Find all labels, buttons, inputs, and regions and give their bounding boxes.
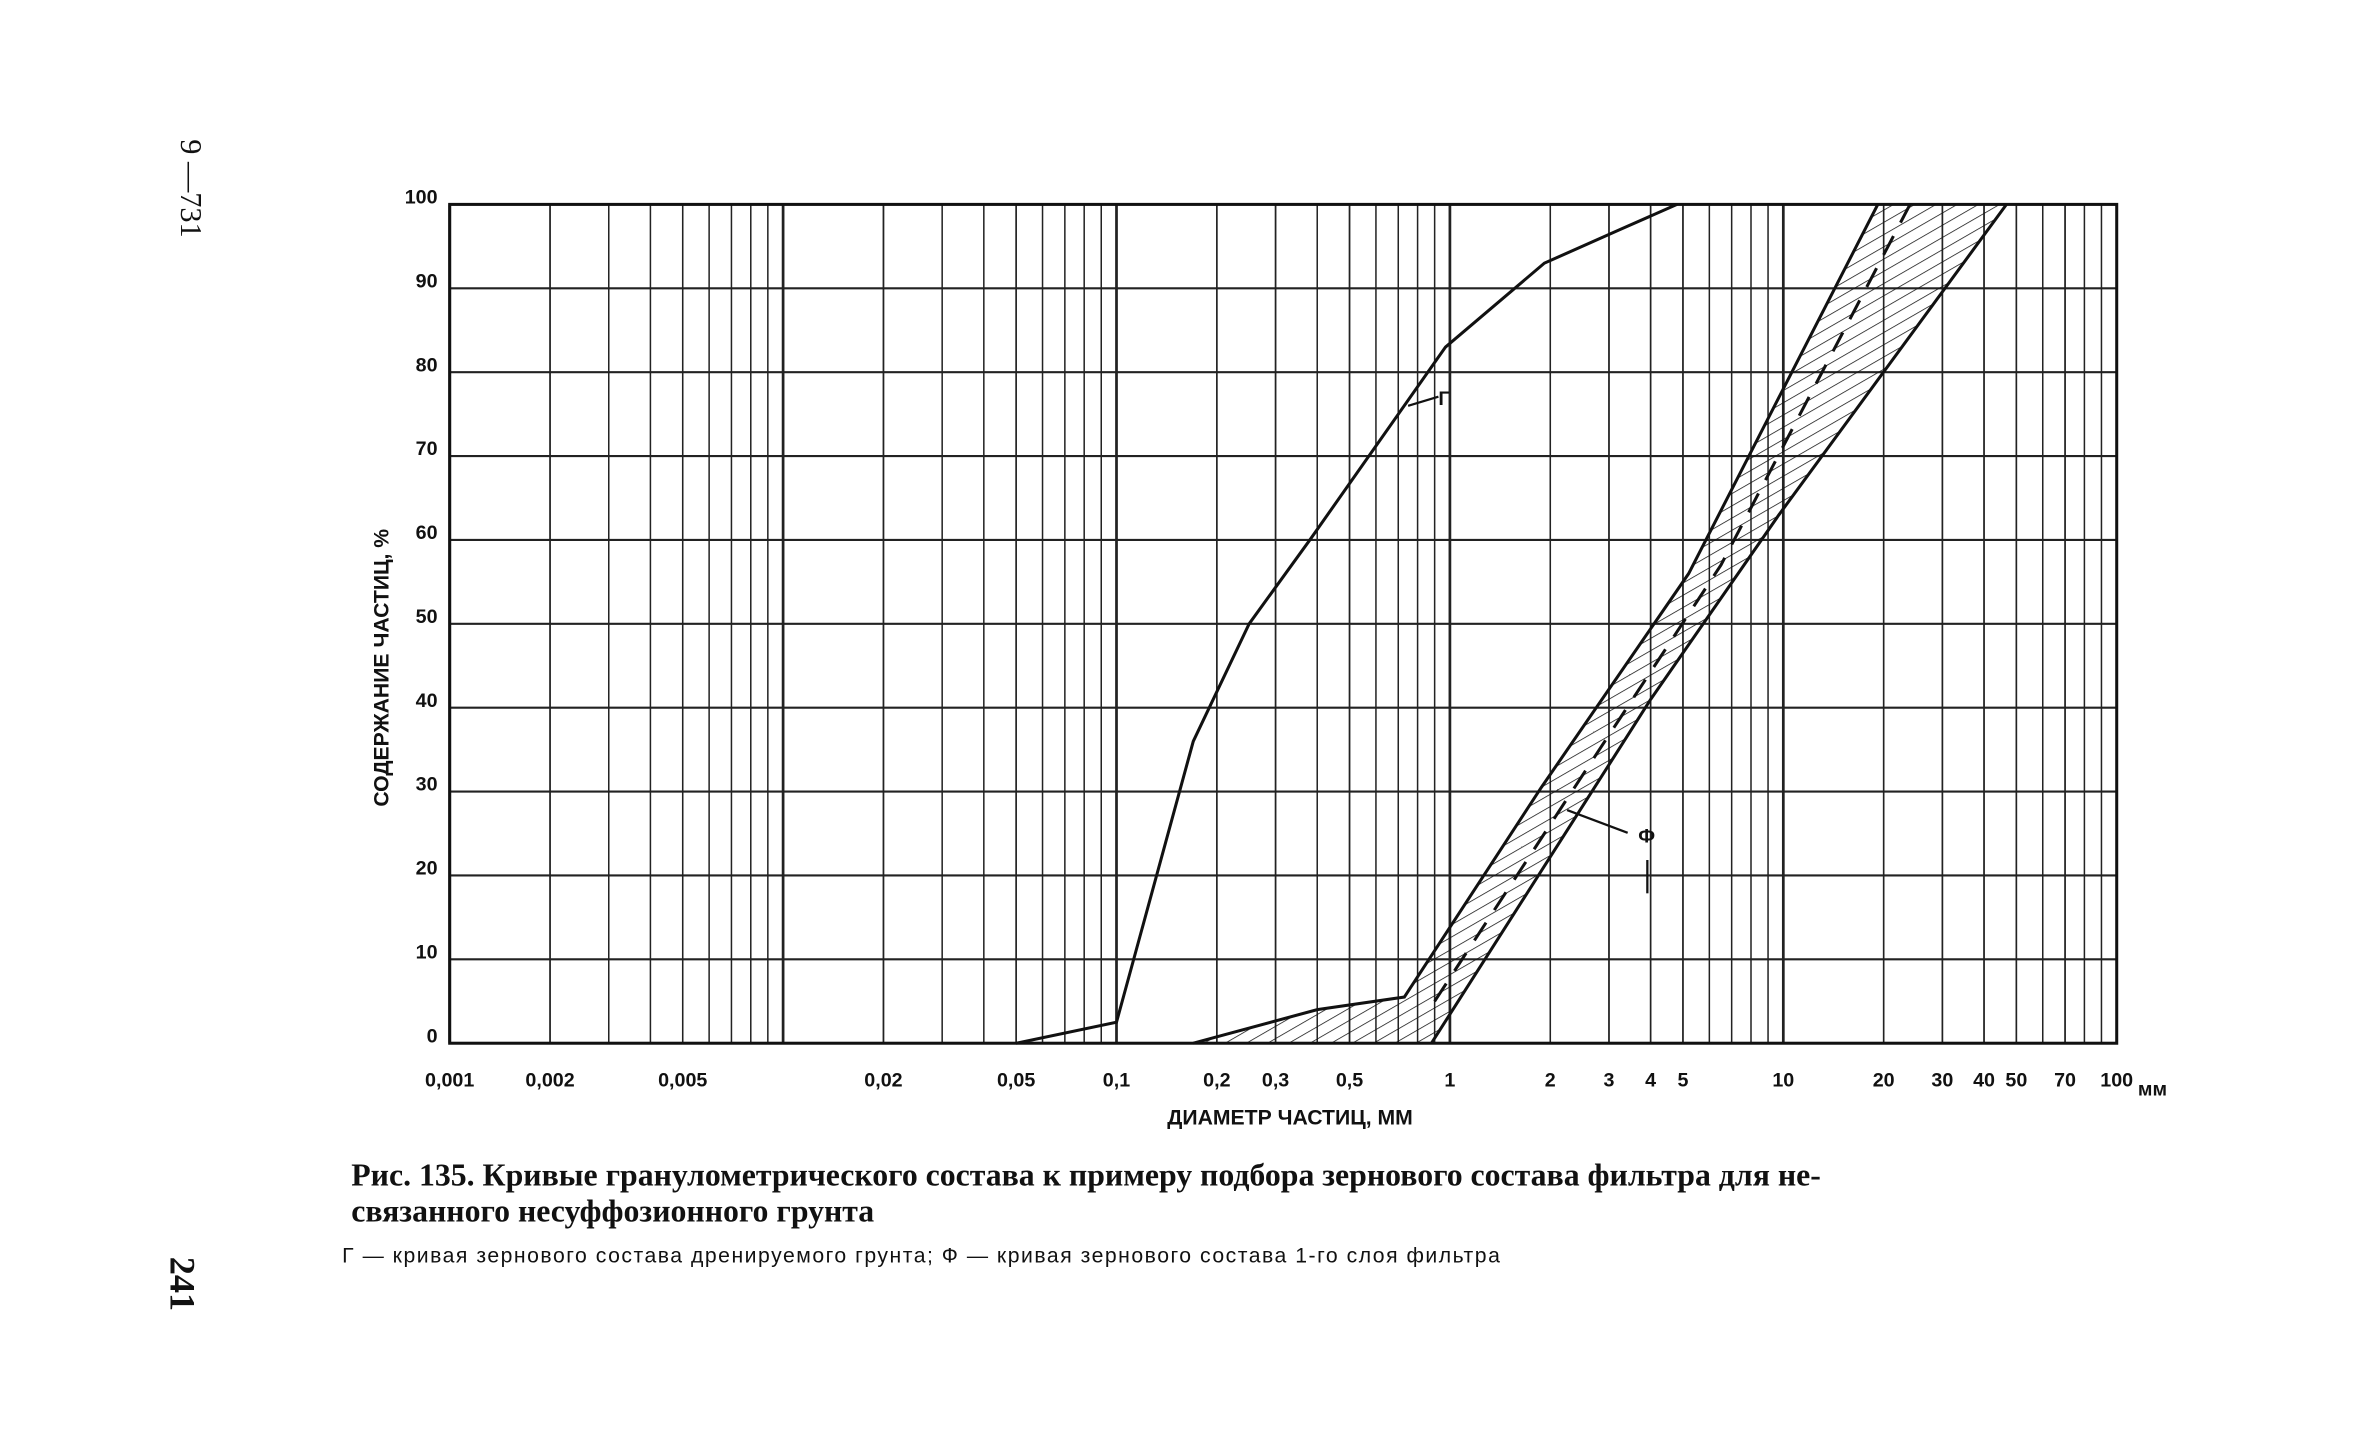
series-label: Ф <box>1638 826 1655 848</box>
x-tick-label: 0,2 <box>1203 1069 1230 1091</box>
band-middle <box>1433 203 1912 1003</box>
y-tick-label: 70 <box>416 438 438 460</box>
x-tick-label: 0,005 <box>658 1069 707 1091</box>
caption-line: связанного несуффозионного грунта <box>351 1194 874 1229</box>
band-fill <box>1193 204 2007 1044</box>
band-upper <box>1192 203 1880 1045</box>
side-label: 9 —731 <box>174 139 208 237</box>
x-tick-label: 5 <box>1677 1069 1688 1091</box>
band-lower <box>1430 203 2008 1045</box>
series-label: Г <box>1438 388 1449 410</box>
x-axis-label: ДИАМЕТР ЧАСТИЦ, ММ <box>1167 1107 1413 1130</box>
y-tick-label: 40 <box>416 690 438 712</box>
x-tick-label: 4 <box>1645 1069 1656 1091</box>
y-tick-label: 100 <box>405 187 438 209</box>
y-tick-label: 30 <box>416 774 438 796</box>
x-tick-label: 50 <box>2005 1069 2027 1091</box>
x-tick-label: 10 <box>1772 1069 1794 1091</box>
x-tick-label: 40 <box>1973 1069 1995 1091</box>
x-tick-label: 30 <box>1931 1069 1953 1091</box>
x-tick-label: 3 <box>1604 1069 1615 1091</box>
page-number: 241 <box>162 1257 202 1312</box>
y-tick-label: 60 <box>416 522 438 544</box>
y-tick-label: 50 <box>416 606 438 628</box>
x-tick-label: 0,001 <box>425 1069 474 1091</box>
x-tick-label: 0,5 <box>1336 1069 1363 1091</box>
y-tick-label: 90 <box>416 270 438 292</box>
y-tick-label: 20 <box>416 858 438 880</box>
x-tick-label: 2 <box>1545 1069 1556 1091</box>
annotation-leader <box>1407 395 1439 407</box>
caption-line: Рис. 135. Кривые гранулометрического сос… <box>351 1157 1821 1192</box>
x-tick-label: 0,002 <box>525 1069 574 1091</box>
series-line <box>1015 203 1678 1045</box>
x-tick-label: 1 <box>1444 1069 1455 1091</box>
x-tick-label: 0,1 <box>1103 1069 1130 1091</box>
x-tick-label: 0,3 <box>1262 1069 1289 1091</box>
x-tick-label: 0,02 <box>864 1069 902 1091</box>
y-tick-label: 0 <box>427 1025 438 1047</box>
x-tick-label: 70 <box>2054 1069 2076 1091</box>
x-unit: мм <box>2138 1078 2167 1100</box>
y-tick-label: 10 <box>416 941 438 963</box>
annotation-leader <box>1566 808 1629 834</box>
y-tick-label: 80 <box>416 354 438 376</box>
x-tick-label: 20 <box>1873 1069 1895 1091</box>
x-tick-label: 100 <box>2100 1069 2133 1091</box>
caption-note: Г — кривая зернового состава дренируемог… <box>342 1244 1501 1267</box>
x-tick-label: 0,05 <box>997 1069 1035 1091</box>
y-axis-label: СОДЕРЖАНИЕ ЧАСТИЦ, % <box>371 529 394 807</box>
